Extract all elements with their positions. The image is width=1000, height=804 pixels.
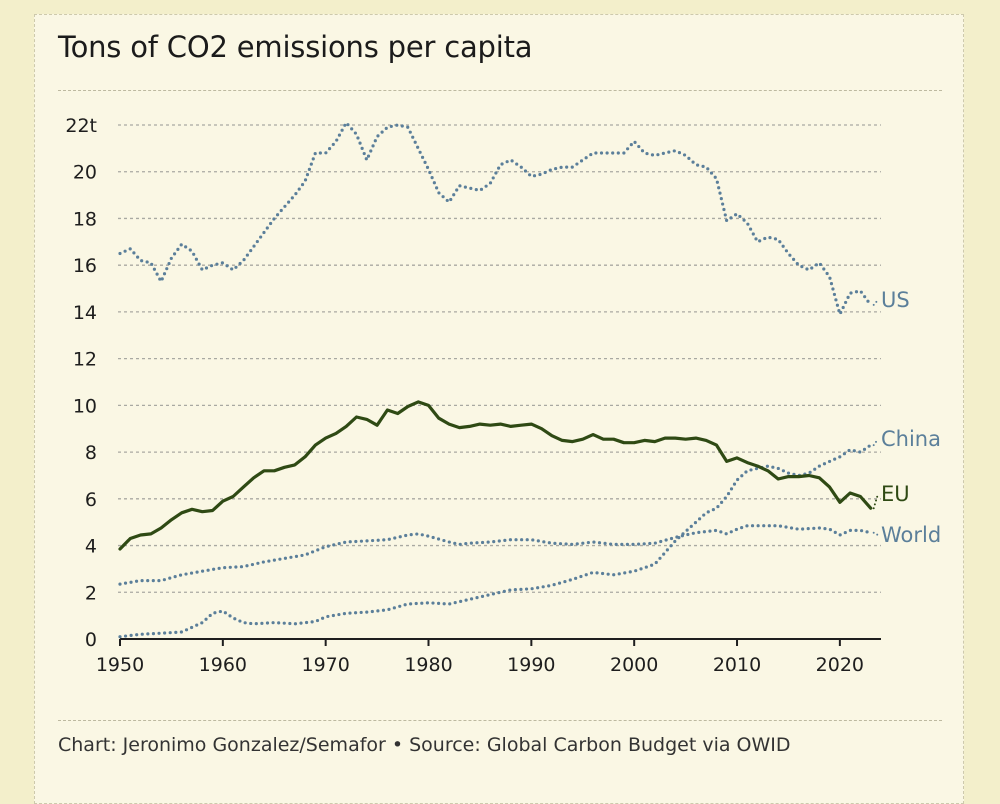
- source-credit: Chart: Jeronimo Gonzalez/Semafor • Sourc…: [58, 734, 791, 756]
- x-tick-label: 1990: [507, 654, 555, 676]
- x-tick-label: 1960: [199, 654, 247, 676]
- gridlines: [118, 124, 881, 593]
- label-connector-china: [872, 438, 879, 447]
- chart-title: Tons of CO2 emissions per capita: [58, 30, 533, 64]
- y-tick-label: 6: [85, 489, 97, 511]
- series-label-us: US: [881, 288, 910, 312]
- y-tick-label: 18: [73, 208, 97, 230]
- x-tick-label: 1950: [96, 654, 144, 676]
- y-tick-label: 22t: [65, 115, 97, 137]
- y-tick-label: 14: [73, 302, 97, 324]
- title-divider: [58, 90, 942, 91]
- x-tick-label: 1980: [404, 654, 452, 676]
- y-tick-label: 12: [73, 349, 97, 371]
- y-tick-label: 0: [85, 629, 97, 651]
- series-label-china: China: [881, 427, 941, 451]
- label-connector-us: [872, 299, 879, 306]
- series-line-eu: [118, 400, 873, 551]
- series-labels: US China EU World: [872, 288, 941, 547]
- x-axis: 1950 1960 1970 1980 1990 2000 2010 2020: [96, 638, 881, 676]
- label-connector-world: [872, 531, 879, 536]
- x-tick-label: 2010: [713, 654, 761, 676]
- x-tick-label: 2000: [610, 654, 658, 676]
- x-tick-label: 1970: [301, 654, 349, 676]
- y-tick-label: 10: [73, 395, 97, 417]
- series-lines: [118, 121, 873, 639]
- label-connector-eu: [872, 493, 879, 510]
- series-line-us: [118, 121, 873, 316]
- chart-card: [34, 14, 964, 804]
- series-label-world: World: [881, 523, 941, 547]
- y-tick-label: 8: [85, 442, 97, 464]
- series-line-china: [118, 443, 873, 639]
- y-tick-label: 20: [73, 162, 97, 184]
- series-label-eu: EU: [881, 482, 910, 506]
- line-chart: 0 2 4 6 8 10 12 14 16 18 20 22t 1950 1960 1970 1980 199…: [65, 115, 941, 676]
- x-tick-label: 2020: [816, 654, 864, 676]
- y-tick-label: 16: [73, 255, 97, 277]
- y-tick-label: 2: [85, 582, 97, 604]
- y-axis-ticks: 0 2 4 6 8 10 12 14 16 18 20 22t: [65, 115, 97, 651]
- y-tick-label: 4: [85, 536, 97, 558]
- series-line-world: [118, 524, 873, 586]
- footer-divider: [58, 720, 942, 721]
